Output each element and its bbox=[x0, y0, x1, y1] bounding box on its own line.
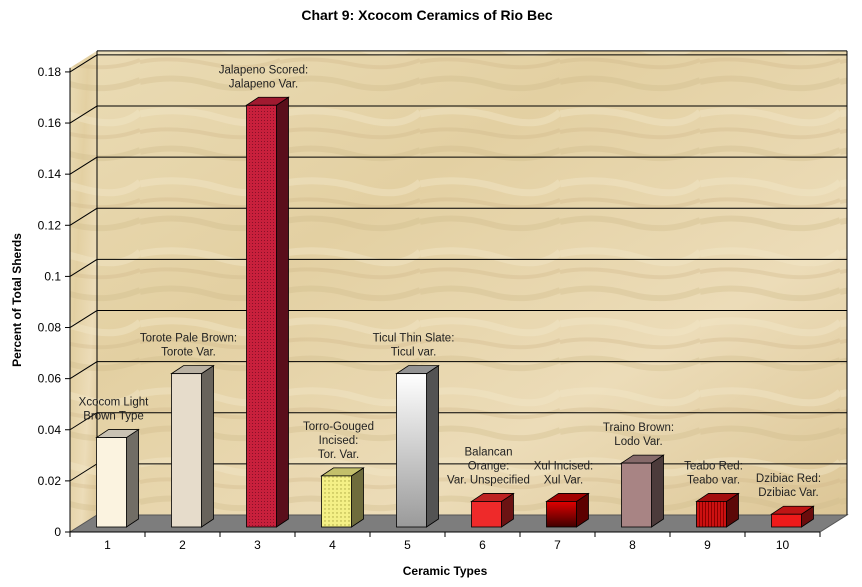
bar-front bbox=[96, 437, 127, 528]
data-label: Dzibiac Red: Dzibiac Var. bbox=[756, 473, 821, 499]
x-tick-label: 5 bbox=[404, 538, 411, 552]
x-tick-label: 7 bbox=[554, 538, 561, 552]
bars bbox=[95, 96, 815, 528]
data-label: Jalapeno Scored: Jalapeno Var. bbox=[219, 64, 309, 90]
data-label: Ticul Thin Slate: Ticul var. bbox=[373, 333, 455, 359]
x-tick-label: 2 bbox=[179, 538, 186, 552]
bar bbox=[170, 364, 215, 528]
bar-side bbox=[201, 364, 214, 528]
x-axis-title: Ceramic Types bbox=[403, 564, 488, 578]
data-labels: Xcocom Light Brown Type Torote Pale Brown:… bbox=[79, 64, 821, 499]
bar bbox=[695, 492, 740, 528]
x-tick-label: 6 bbox=[479, 538, 486, 552]
bar bbox=[245, 96, 290, 528]
y-axis-title: Percent of Total Sherds bbox=[10, 233, 24, 367]
x-tick-label: 1 bbox=[104, 538, 111, 552]
bar-front bbox=[546, 501, 577, 528]
bar bbox=[320, 467, 365, 528]
data-label: Xcocom Light Brown Type bbox=[79, 397, 149, 423]
y-tick-label: 0.14 bbox=[38, 167, 62, 181]
data-label: Torote Pale Brown: Torote Var. bbox=[140, 333, 237, 359]
bar-front bbox=[396, 373, 427, 528]
bar bbox=[545, 492, 590, 528]
bar bbox=[770, 505, 815, 528]
data-label: Xul Incised: Xul Var. bbox=[534, 460, 593, 486]
y-tick-label: 0.16 bbox=[38, 116, 62, 130]
bar-front bbox=[321, 475, 352, 528]
gridlines bbox=[65, 50, 848, 533]
data-label: Balancan Orange: Var. Unspecified bbox=[447, 446, 530, 486]
bar-front bbox=[246, 104, 277, 528]
data-label: Torro-Gouged Incised: Tor. Var. bbox=[303, 421, 374, 461]
y-tick-label: 0.12 bbox=[38, 218, 62, 232]
bar-front bbox=[696, 501, 727, 528]
bar-side bbox=[426, 364, 439, 528]
bar bbox=[620, 454, 665, 528]
y-tick-label: 0.06 bbox=[38, 372, 62, 386]
y-tick-label: 0.1 bbox=[44, 269, 61, 283]
y-tick-label: 0.04 bbox=[38, 423, 62, 437]
chart-title: Chart 9: Xcocom Ceramics of Rio Bec bbox=[301, 7, 553, 23]
bar bbox=[95, 428, 140, 528]
data-label: Traino Brown: Lodo Var. bbox=[603, 422, 674, 448]
y-tick-label: 0.18 bbox=[38, 65, 62, 79]
bar-side bbox=[276, 96, 289, 528]
bar-front bbox=[621, 462, 652, 528]
data-label: Teabo Red: Teabo var. bbox=[684, 460, 743, 486]
bar-front bbox=[771, 513, 802, 528]
x-tick-label: 4 bbox=[329, 538, 336, 552]
x-tick-label: 9 bbox=[704, 538, 711, 552]
y-tick-labels: 0 0.02 0.04 0.06 0.08 0.1 0.12 0.14 0.16 0.18 bbox=[38, 65, 62, 539]
y-tick-label: 0.08 bbox=[38, 321, 62, 335]
side-wall-texture bbox=[70, 50, 97, 533]
bar bbox=[395, 364, 440, 528]
bar-front bbox=[471, 501, 502, 528]
bar-side bbox=[126, 428, 139, 528]
bar-side bbox=[651, 454, 664, 528]
x-tick-label: 8 bbox=[629, 538, 636, 552]
bar-front bbox=[171, 373, 202, 528]
x-tick-label: 10 bbox=[776, 538, 790, 552]
x-tick-label: 3 bbox=[254, 538, 261, 552]
x-tick-labels: 1 2 3 4 5 6 7 8 9 10 bbox=[69, 532, 821, 552]
bar bbox=[470, 492, 515, 528]
y-tick-label: 0 bbox=[54, 525, 61, 539]
y-tick-label: 0.02 bbox=[38, 474, 62, 488]
plot-area: 0 0.02 0.04 0.06 0.08 0.1 0.12 0.14 0.16 0.18 1 2 3… bbox=[38, 50, 849, 552]
bar-side bbox=[351, 467, 364, 528]
